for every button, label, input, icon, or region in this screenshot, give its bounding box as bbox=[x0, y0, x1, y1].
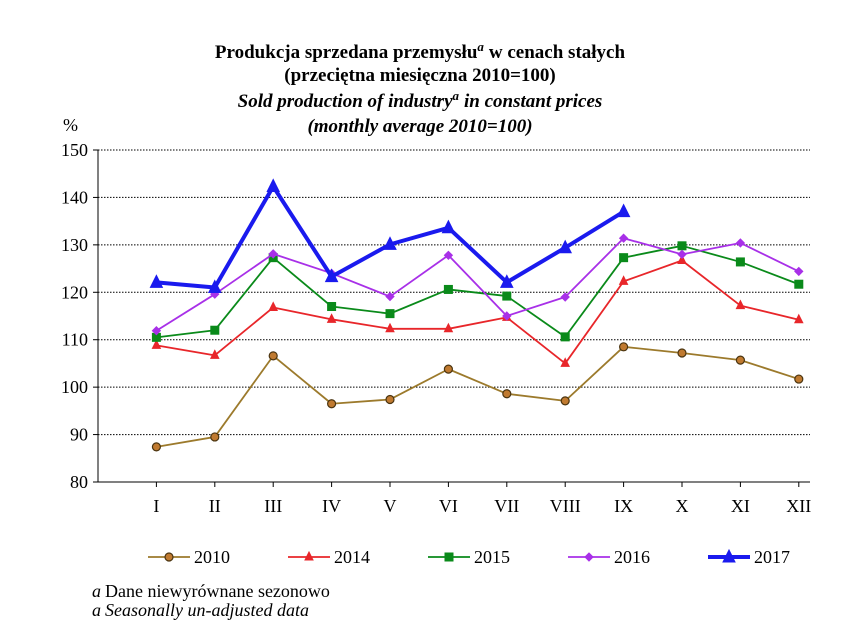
y-tick-label: 110 bbox=[62, 330, 88, 350]
series-line bbox=[156, 244, 800, 339]
x-tick-label: VIII bbox=[550, 496, 581, 516]
legend-label: 2017 bbox=[754, 547, 790, 567]
legend-label: 2014 bbox=[334, 547, 370, 567]
marker bbox=[560, 292, 570, 302]
x-tick-label: X bbox=[676, 496, 689, 516]
y-tick-label: 90 bbox=[70, 425, 88, 445]
x-tick-label: I bbox=[153, 496, 159, 516]
marker bbox=[268, 351, 278, 361]
marker bbox=[794, 266, 804, 277]
y-tick-label: 80 bbox=[70, 472, 88, 492]
marker bbox=[151, 325, 162, 336]
marker bbox=[444, 552, 454, 562]
series-line bbox=[156, 259, 800, 365]
marker bbox=[560, 332, 570, 342]
x-tick-label: VI bbox=[439, 496, 458, 516]
marker bbox=[268, 301, 279, 311]
marker bbox=[443, 250, 454, 260]
x-tick-label: VII bbox=[494, 496, 519, 516]
subtitle-pl: (przeciętna miesięczna 2010=100) bbox=[284, 65, 555, 86]
marker bbox=[584, 552, 594, 562]
legend-label: 2016 bbox=[614, 547, 650, 567]
marker bbox=[324, 268, 339, 283]
marker bbox=[210, 432, 220, 442]
footnote: a Dane niewyrównane sezonowo bbox=[92, 581, 330, 601]
marker bbox=[677, 249, 687, 260]
marker bbox=[383, 236, 397, 250]
marker bbox=[794, 279, 804, 289]
marker bbox=[327, 399, 337, 409]
marker bbox=[677, 348, 687, 358]
x-tick-label: V bbox=[384, 496, 397, 516]
marker bbox=[499, 274, 514, 288]
marker bbox=[385, 309, 395, 319]
marker bbox=[441, 219, 456, 234]
x-tick-label: XI bbox=[731, 496, 750, 516]
marker bbox=[618, 342, 629, 352]
x-tick-label: IV bbox=[322, 496, 341, 516]
x-tick-label: III bbox=[264, 496, 282, 516]
marker bbox=[443, 322, 454, 333]
marker bbox=[326, 313, 337, 323]
marker bbox=[677, 241, 687, 251]
marker bbox=[385, 322, 395, 333]
series-line bbox=[156, 345, 800, 448]
marker bbox=[616, 203, 631, 218]
marker bbox=[619, 253, 629, 263]
x-tick-label: XII bbox=[786, 496, 811, 516]
marker bbox=[560, 396, 570, 406]
legend-label: 2010 bbox=[194, 547, 230, 567]
x-tick-label: IX bbox=[614, 496, 633, 516]
y-tick-label: 120 bbox=[61, 282, 88, 302]
y-tick-label: 130 bbox=[61, 235, 88, 255]
marker bbox=[502, 389, 512, 399]
marker bbox=[207, 279, 222, 294]
marker bbox=[327, 302, 337, 312]
marker bbox=[794, 374, 804, 384]
marker bbox=[618, 275, 629, 285]
marker bbox=[151, 442, 161, 452]
marker bbox=[618, 233, 629, 243]
marker bbox=[151, 339, 162, 349]
title-en: Sold production of industrya in constant … bbox=[238, 88, 603, 112]
marker bbox=[735, 355, 746, 365]
marker bbox=[793, 313, 804, 324]
marker bbox=[149, 274, 164, 288]
marker bbox=[677, 254, 687, 265]
subtitle-en: (monthly average 2010=100) bbox=[307, 116, 532, 137]
marker bbox=[304, 550, 314, 561]
marker bbox=[210, 325, 220, 335]
marker bbox=[443, 284, 453, 294]
y-tick-label: 150 bbox=[61, 140, 88, 160]
y-tick-label: 140 bbox=[61, 187, 88, 207]
marker bbox=[385, 394, 395, 405]
marker bbox=[722, 548, 736, 563]
marker bbox=[560, 357, 571, 367]
legend-label: 2015 bbox=[474, 547, 510, 567]
marker bbox=[268, 249, 278, 259]
marker bbox=[735, 299, 746, 310]
marker bbox=[735, 257, 745, 267]
title-pl: Produkcja sprzedana przemysłua w cenach s… bbox=[215, 39, 626, 63]
marker bbox=[443, 364, 453, 374]
marker bbox=[735, 238, 746, 248]
y-tick-label: 100 bbox=[61, 377, 88, 397]
marker bbox=[266, 178, 281, 193]
footnote: a Seasonally un-adjusted data bbox=[92, 600, 309, 620]
marker bbox=[558, 239, 573, 254]
marker bbox=[209, 349, 220, 359]
y-axis-label: % bbox=[63, 115, 78, 135]
x-tick-label: II bbox=[209, 496, 221, 516]
marker bbox=[164, 552, 174, 562]
marker bbox=[502, 311, 512, 321]
marker bbox=[385, 291, 395, 302]
series-line bbox=[155, 237, 800, 332]
marker bbox=[502, 291, 512, 301]
